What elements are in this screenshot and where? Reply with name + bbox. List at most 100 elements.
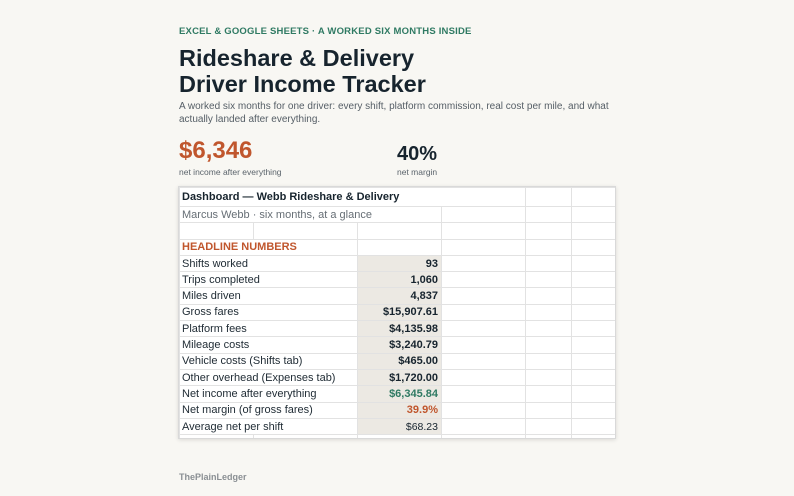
table-row: Trips completed 1,060: [179, 271, 615, 289]
page-title-line-2: Driver Income Tracker: [179, 71, 426, 97]
grid-cell[interactable]: [571, 222, 615, 240]
grid-cell[interactable]: [440, 434, 527, 438]
grid-cell[interactable]: [571, 271, 615, 289]
grid-cell[interactable]: [440, 254, 527, 273]
grid-cell[interactable]: [571, 336, 615, 354]
grid-cell[interactable]: [525, 417, 573, 436]
row-label-net-income[interactable]: Net income after everything: [179, 385, 358, 403]
grid-cell[interactable]: [440, 336, 527, 354]
row-value-avg-net-per-shift[interactable]: $68.23: [357, 417, 442, 436]
grid-cell[interactable]: [571, 287, 615, 305]
grid-cell[interactable]: [571, 401, 615, 419]
row-label-trips[interactable]: Trips completed: [179, 271, 358, 289]
grid-cell[interactable]: [525, 368, 573, 387]
row-value-other-overhead[interactable]: $1,720.00: [357, 368, 442, 387]
row-value-net-income[interactable]: $6,345.84: [357, 385, 442, 403]
row-label-shifts[interactable]: Shifts worked: [179, 254, 358, 273]
grid-cell[interactable]: [440, 271, 527, 289]
eyebrow-label: EXCEL & GOOGLE SHEETS · A WORKED SIX MON…: [179, 26, 472, 37]
grid-cell[interactable]: [525, 254, 573, 273]
row-value-trips[interactable]: 1,060: [357, 271, 442, 289]
grid-cell[interactable]: [525, 336, 573, 354]
grid-cell[interactable]: [525, 320, 573, 338]
grid-cell[interactable]: [440, 385, 527, 403]
sheet-title[interactable]: Dashboard — Webb Rideshare & Delivery: [179, 187, 527, 207]
grid-cell[interactable]: [357, 222, 442, 240]
row-label-vehicle-costs[interactable]: Vehicle costs (Shifts tab): [179, 352, 358, 370]
grid-cell[interactable]: [571, 303, 615, 322]
row-value-mileage-costs[interactable]: $3,240.79: [357, 336, 442, 354]
section-heading[interactable]: HEADLINE NUMBERS: [179, 238, 358, 256]
table-row: Net income after everything $6,345.84: [179, 385, 615, 403]
grid-cell[interactable]: [357, 238, 442, 256]
grid-cell[interactable]: [571, 417, 615, 436]
spreadsheet-grid[interactable]: Dashboard — Webb Rideshare & Delivery Ma…: [179, 187, 615, 438]
grid-cell[interactable]: [571, 238, 615, 256]
kpi-net-margin-label: net margin: [397, 167, 438, 177]
table-row: Platform fees $4,135.98: [179, 320, 615, 338]
grid-cell[interactable]: [440, 320, 527, 338]
grid-cell[interactable]: [571, 368, 615, 387]
grid-cell[interactable]: [571, 254, 615, 273]
spreadsheet-dashboard[interactable]: Dashboard — Webb Rideshare & Delivery Ma…: [178, 186, 616, 439]
grid-cell[interactable]: [525, 385, 573, 403]
row-label-mileage-costs[interactable]: Mileage costs: [179, 336, 358, 354]
table-row: Net margin (of gross fares) 39.9%: [179, 401, 615, 419]
grid-cell[interactable]: [525, 187, 573, 207]
grid-cell[interactable]: [440, 352, 527, 370]
row-value-net-margin[interactable]: 39.9%: [357, 401, 442, 419]
sheet-subtitle[interactable]: Marcus Webb · six months, at a glance: [179, 205, 442, 224]
grid-cell[interactable]: [525, 238, 573, 256]
grid-cell[interactable]: [253, 222, 358, 240]
row-label-gross-fares[interactable]: Gross fares: [179, 303, 358, 322]
table-row: Average net per shift $68.23: [179, 417, 615, 436]
grid-cell[interactable]: [440, 205, 527, 224]
grid-cell[interactable]: [357, 434, 442, 438]
grid-cell[interactable]: [440, 287, 527, 305]
grid-cell[interactable]: [525, 271, 573, 289]
grid-cell[interactable]: [440, 222, 527, 240]
row-value-platform-fees[interactable]: $4,135.98: [357, 320, 442, 338]
page-subtitle: A worked six months for one driver: ever…: [179, 101, 609, 125]
grid-cell[interactable]: [571, 187, 615, 207]
row-value-gross-fares[interactable]: $15,907.61: [357, 303, 442, 322]
grid-cell[interactable]: [179, 222, 254, 240]
kpi-net-income-label: net income after everything: [179, 167, 282, 177]
grid-cell[interactable]: [571, 352, 615, 370]
sheet-subtitle-row: Marcus Webb · six months, at a glance: [179, 205, 615, 224]
row-label-other-overhead[interactable]: Other overhead (Expenses tab): [179, 368, 358, 387]
row-label-platform-fees[interactable]: Platform fees: [179, 320, 358, 338]
grid-cell[interactable]: [440, 238, 527, 256]
grid-cell[interactable]: [525, 352, 573, 370]
row-label-net-margin[interactable]: Net margin (of gross fares): [179, 401, 358, 419]
table-row: Miles driven 4,837: [179, 287, 615, 305]
table-row: Other overhead (Expenses tab) $1,720.00: [179, 368, 615, 387]
grid-cell[interactable]: [525, 222, 573, 240]
table-row: Shifts worked 93: [179, 254, 615, 273]
grid-cell[interactable]: [571, 385, 615, 403]
kpi-net-income-value: $6,346: [179, 137, 253, 164]
grid-cell[interactable]: [525, 287, 573, 305]
page-title-line-1: Rideshare & Delivery: [179, 45, 415, 71]
grid-cell[interactable]: [179, 434, 254, 438]
grid-cell[interactable]: [571, 320, 615, 338]
row-value-shifts[interactable]: 93: [357, 254, 442, 273]
kpi-net-margin-value: 40%: [397, 143, 438, 165]
sheet-blank-row: [179, 222, 615, 240]
grid-cell[interactable]: [440, 303, 527, 322]
grid-cell[interactable]: [525, 434, 573, 438]
row-value-vehicle-costs[interactable]: $465.00: [357, 352, 442, 370]
grid-cell[interactable]: [571, 434, 615, 438]
grid-cell[interactable]: [440, 401, 527, 419]
grid-cell[interactable]: [525, 205, 573, 224]
grid-cell[interactable]: [571, 205, 615, 224]
row-label-miles[interactable]: Miles driven: [179, 287, 358, 305]
grid-cell[interactable]: [253, 434, 358, 438]
row-label-avg-net-per-shift[interactable]: Average net per shift: [179, 417, 358, 436]
grid-cell[interactable]: [525, 401, 573, 419]
grid-cell[interactable]: [440, 417, 527, 436]
row-value-miles[interactable]: 4,837: [357, 287, 442, 305]
grid-cell[interactable]: [440, 368, 527, 387]
sheet-title-row: Dashboard — Webb Rideshare & Delivery: [179, 187, 615, 207]
grid-cell[interactable]: [525, 303, 573, 322]
